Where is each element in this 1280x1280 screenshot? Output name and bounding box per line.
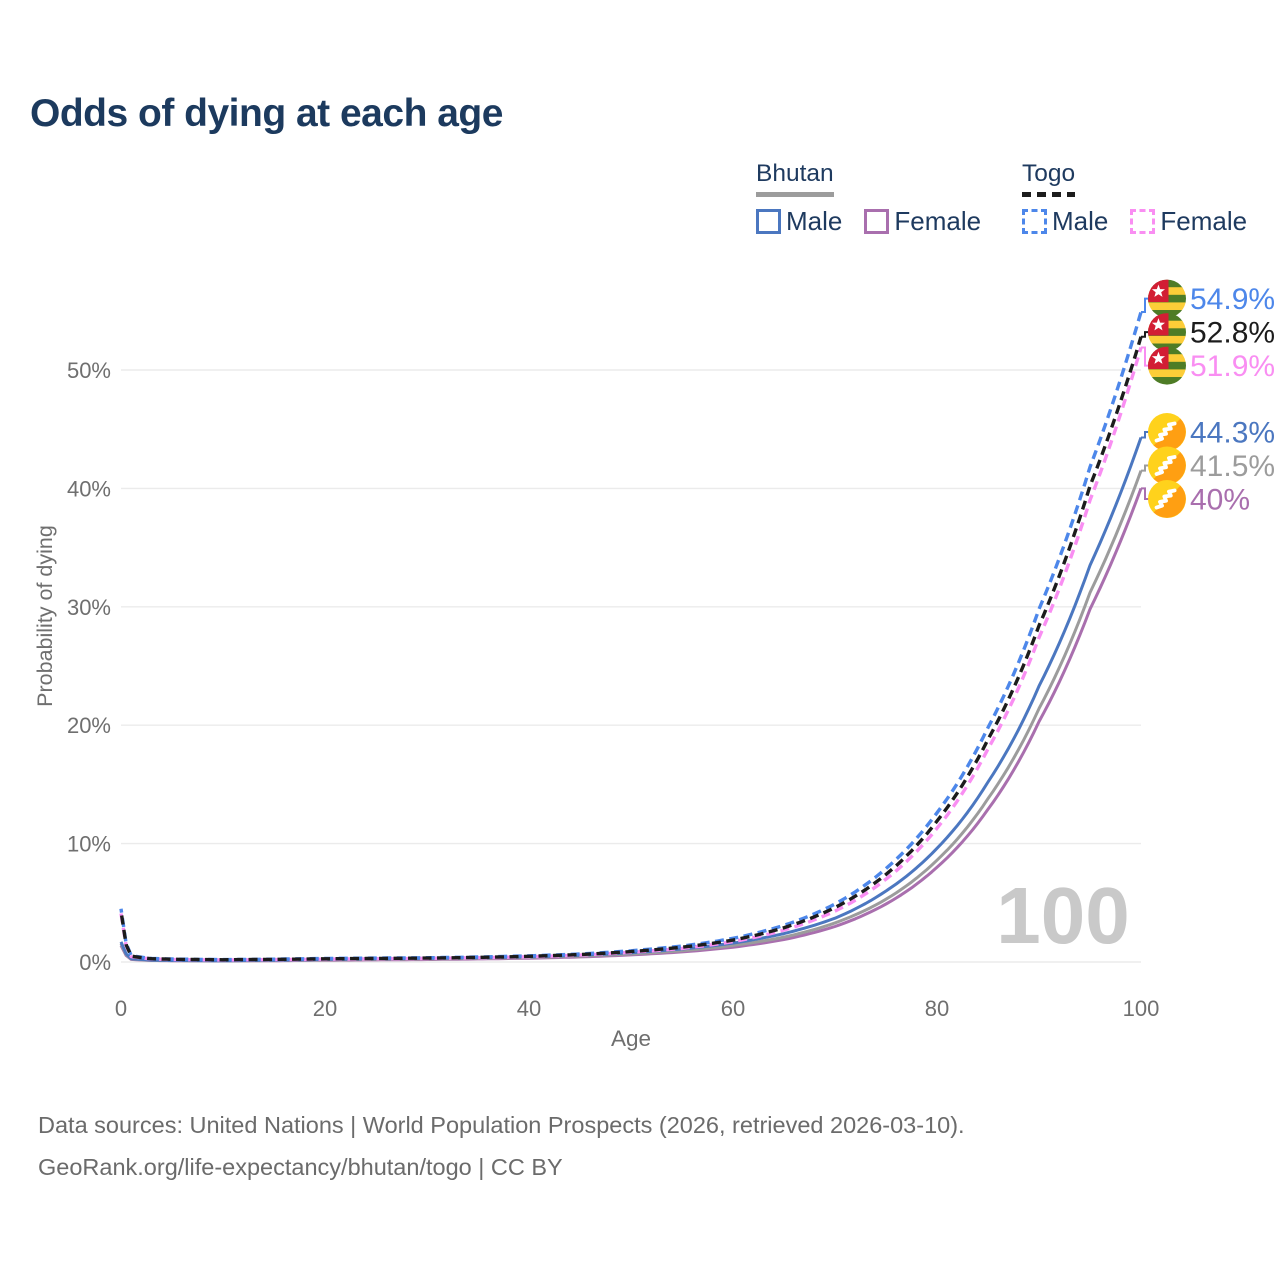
legend-header-togo[interactable]: Togo [1022, 160, 1076, 197]
end-value-label-togo: 52.8% [1190, 317, 1275, 350]
legend-header-bhutan-label: Bhutan [756, 160, 834, 187]
togo-flag-icon [1148, 279, 1186, 318]
series-line-togo-female[interactable] [119, 347, 1143, 962]
page-title: Odds of dying at each age [30, 92, 503, 135]
legend-items-bhutan: Male Female [756, 206, 981, 237]
series-line-bhutan-male[interactable] [119, 436, 1143, 963]
bhutan-female-swatch-icon [864, 209, 890, 234]
source-attribution: Data sources: United Nations | World Pop… [38, 1104, 965, 1189]
legend-item-togo-female[interactable]: Female [1130, 206, 1247, 237]
y-tick-label-50: 50% [67, 358, 111, 383]
legend-header-togo-label: Togo [1022, 160, 1076, 187]
end-value-label-bhutan-female: 40% [1190, 484, 1250, 517]
leader-line-togo-male [1141, 297, 1151, 313]
end-value-label-bhutan-male: 44.3% [1190, 417, 1275, 450]
bhutan-male-swatch-icon [756, 209, 781, 234]
end-value-label-togo-female: 51.9% [1190, 350, 1275, 383]
x-tick-label-20: 20 [313, 996, 337, 1021]
legend-item-bhutan-male-label: Male [786, 206, 843, 236]
bhutan-flag-icon [1148, 413, 1186, 452]
data-sources-line: Data sources: United Nations | World Pop… [38, 1112, 965, 1138]
leader-line-bhutan [1141, 464, 1151, 472]
leader-line-bhutan-male [1141, 431, 1151, 439]
x-axis-title: Age [610, 1026, 652, 1051]
y-axis-title: Probability of dying [33, 525, 57, 707]
x-tick-label-100: 100 [1123, 996, 1160, 1021]
end-value-label-bhutan: 41.5% [1190, 450, 1275, 483]
leader-line-togo [1141, 331, 1151, 338]
legend-items-togo: Male Female [1022, 206, 1247, 237]
series-line-togo[interactable] [119, 336, 1143, 962]
x-tick-label-40: 40 [517, 996, 541, 1021]
togo-male-swatch-icon [1022, 209, 1047, 234]
bhutan-flag-icon [1148, 480, 1186, 519]
x-tick-label-80: 80 [925, 996, 949, 1021]
legend-item-togo-male[interactable]: Male [1022, 206, 1108, 237]
y-tick-label-10: 10% [67, 832, 111, 857]
y-tick-label-0: 0% [79, 950, 111, 975]
togo-female-swatch-icon [1130, 209, 1156, 234]
togo-flag-icon [1148, 346, 1186, 385]
series-line-togo-male[interactable] [119, 311, 1143, 962]
georank-url-line: GeoRank.org/life-expectancy/bhutan/togo … [38, 1154, 563, 1181]
legend-item-bhutan-female-label: Female [894, 206, 982, 236]
age-counter-watermark: 100 [996, 871, 1130, 960]
legend-header-bhutan[interactable]: Bhutan [756, 160, 834, 197]
end-value-label-togo-male: 54.9% [1190, 283, 1275, 316]
legend-item-togo-male-label: Male [1052, 206, 1109, 236]
y-tick-label-30: 30% [67, 595, 111, 620]
y-tick-label-40: 40% [67, 476, 111, 501]
x-tick-label-0: 0 [115, 996, 127, 1021]
leader-line-bhutan-female [1141, 487, 1151, 500]
legend-item-togo-female-label: Female [1160, 206, 1248, 236]
legend-group-togo: Togo Male Female [1022, 160, 1247, 237]
legend-group-bhutan: Bhutan Male Female [756, 160, 981, 237]
y-tick-label-20: 20% [67, 713, 111, 738]
leader-line-togo-female [1141, 346, 1151, 367]
legend-item-bhutan-male[interactable]: Male [756, 206, 842, 237]
bhutan-flag-icon [1148, 446, 1186, 485]
togo-dashed-line-swatch-icon [1022, 192, 1076, 197]
togo-flag-icon [1148, 313, 1186, 352]
legend-item-bhutan-female[interactable]: Female [864, 206, 981, 237]
series-line-bhutan[interactable] [119, 470, 1143, 963]
bhutan-solid-line-swatch-icon [756, 192, 834, 197]
x-tick-label-60: 60 [721, 996, 745, 1021]
